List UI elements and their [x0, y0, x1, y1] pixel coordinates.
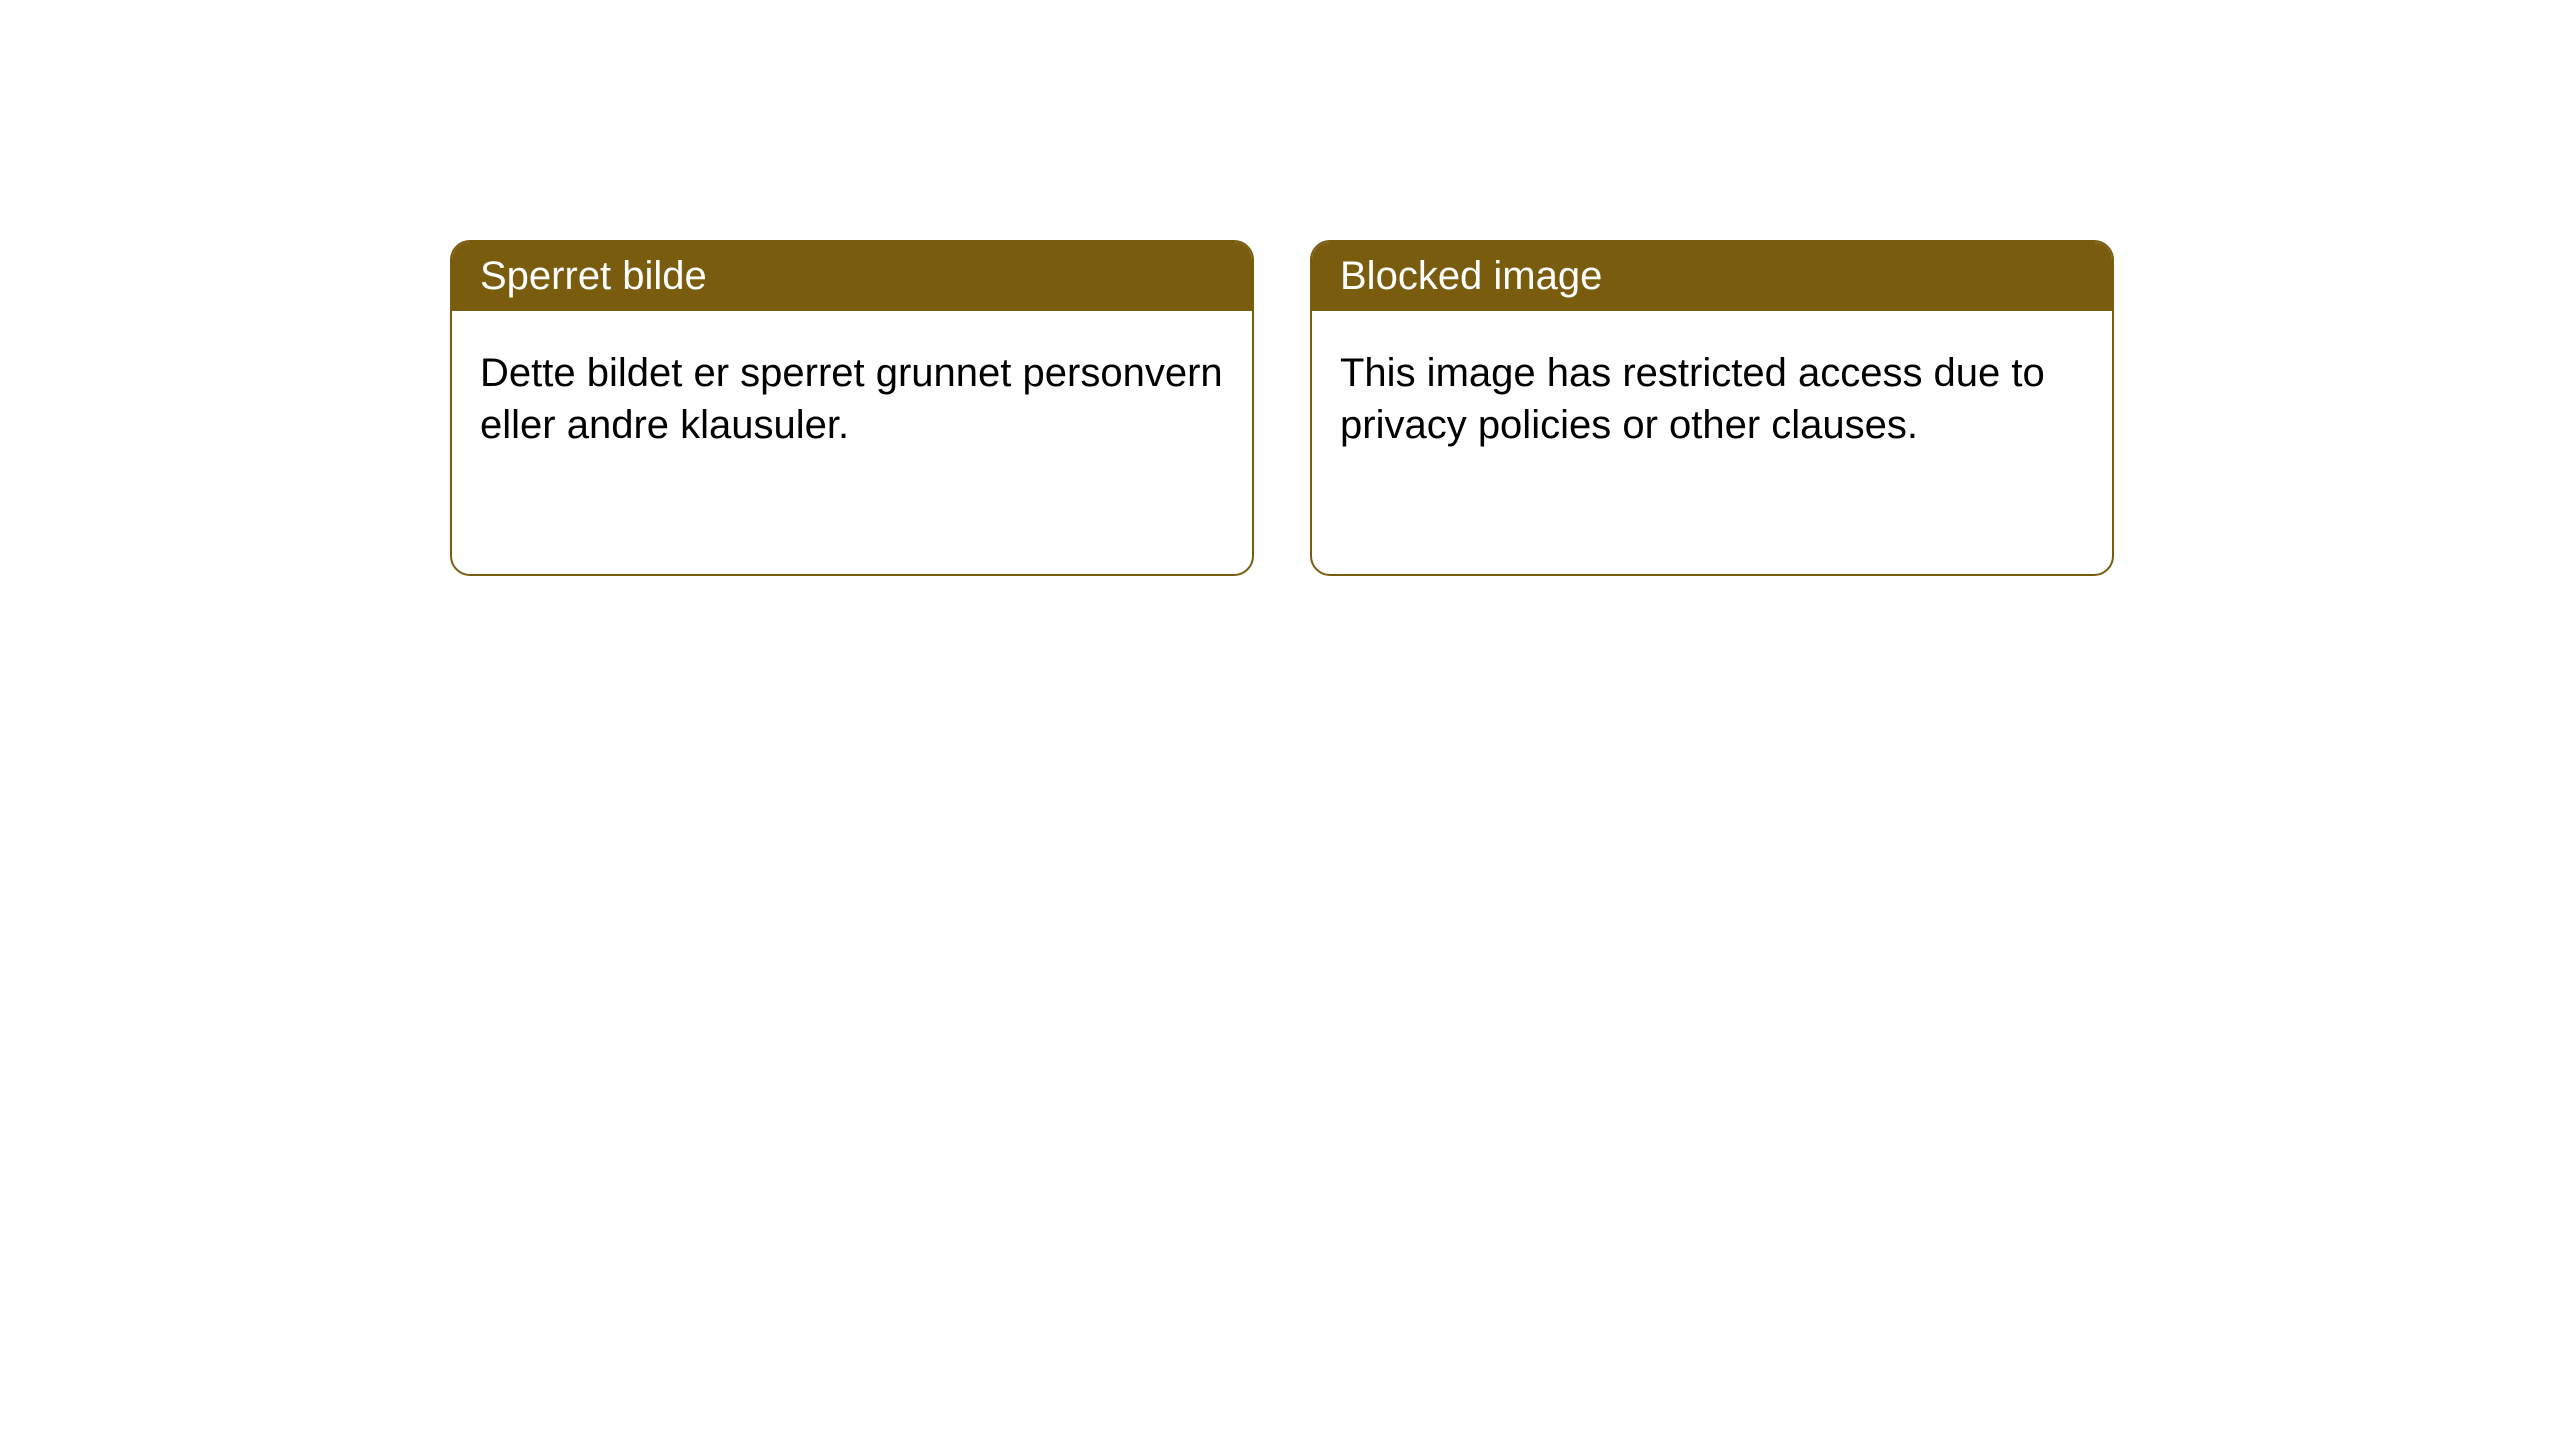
notice-card-no: Sperret bilde Dette bildet er sperret gr…: [450, 240, 1254, 576]
notice-card-body: Dette bildet er sperret grunnet personve…: [452, 311, 1252, 487]
notice-card-en: Blocked image This image has restricted …: [1310, 240, 2114, 576]
notice-container: Sperret bilde Dette bildet er sperret gr…: [0, 0, 2560, 576]
notice-card-header: Sperret bilde: [452, 242, 1252, 311]
notice-card-body: This image has restricted access due to …: [1312, 311, 2112, 487]
notice-card-header: Blocked image: [1312, 242, 2112, 311]
